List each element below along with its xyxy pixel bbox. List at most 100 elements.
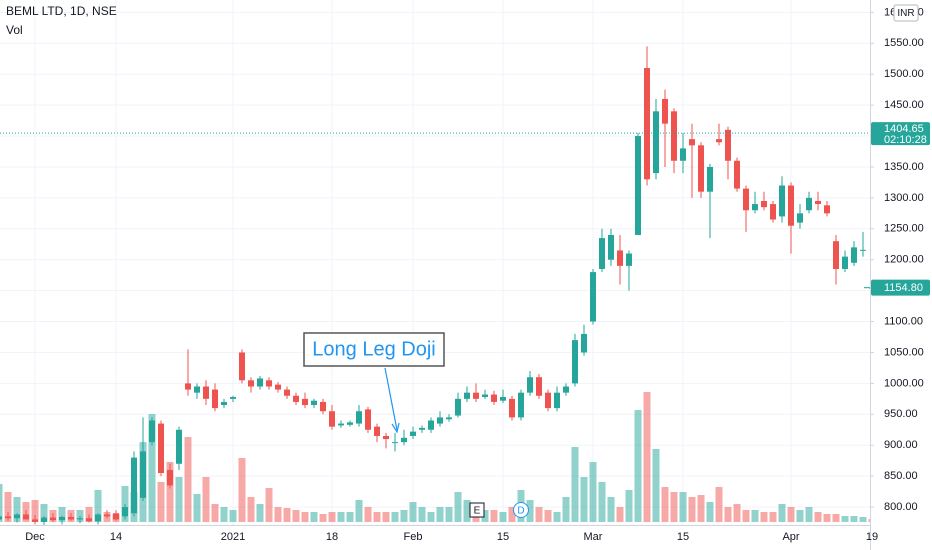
event-earnings-box[interactable] bbox=[469, 502, 485, 518]
y-tick-label: 1000.00 bbox=[884, 377, 924, 389]
volume-bar bbox=[598, 482, 606, 522]
arrow-head bbox=[391, 422, 400, 434]
candle-body bbox=[608, 234, 614, 260]
candle-body bbox=[95, 514, 101, 522]
candle-body bbox=[851, 247, 857, 263]
x-tick-label: 2021 bbox=[221, 531, 245, 543]
candle-body bbox=[518, 392, 524, 418]
volume-bar bbox=[400, 510, 408, 522]
volume-bar bbox=[625, 490, 633, 522]
x-tick-label: 15 bbox=[677, 531, 689, 543]
volume-bar bbox=[409, 502, 417, 522]
countdown: 02:10:28 bbox=[884, 134, 927, 146]
candle-body bbox=[158, 423, 164, 474]
candle-body bbox=[203, 386, 209, 399]
candle-body bbox=[149, 420, 155, 443]
event-dividend[interactable]: D bbox=[517, 506, 524, 517]
volume-bar bbox=[688, 497, 696, 522]
volume-bar bbox=[184, 437, 192, 522]
volume-bar bbox=[211, 504, 219, 522]
candle-body bbox=[275, 384, 281, 390]
volume-bar bbox=[490, 510, 498, 522]
candle-body bbox=[716, 139, 722, 143]
y-tick-label: 1100.00 bbox=[884, 315, 923, 327]
volume-bar bbox=[616, 507, 624, 522]
volume-bar bbox=[346, 512, 354, 522]
candle-body bbox=[41, 517, 47, 522]
volume-bar bbox=[337, 512, 345, 522]
chart-title: BEML LTD, 1D, NSE bbox=[6, 4, 117, 18]
volume-bar bbox=[760, 512, 768, 522]
volume-bar bbox=[274, 507, 282, 522]
axes: 800.00 850.00 900.00 950.00 1000.00 1050.00 11… bbox=[25, 4, 930, 543]
grid bbox=[0, 0, 873, 525]
candle-body bbox=[473, 392, 479, 399]
candle-body bbox=[788, 185, 794, 226]
last-price-box bbox=[871, 279, 930, 296]
volume-bar bbox=[580, 477, 588, 522]
y-tick-label: 1050.00 bbox=[884, 346, 924, 358]
candle-body bbox=[446, 417, 452, 420]
candle-body bbox=[752, 204, 758, 211]
volume-bar bbox=[868, 519, 870, 522]
candle-body bbox=[338, 423, 344, 426]
candle-body bbox=[401, 437, 407, 443]
candle-body bbox=[104, 514, 110, 517]
volume-bar bbox=[778, 504, 786, 522]
candle-body bbox=[392, 442, 398, 444]
volume-bar bbox=[238, 458, 246, 522]
y-tick-label: 1550.00 bbox=[884, 37, 924, 49]
candle-body bbox=[707, 166, 713, 192]
price-line-box bbox=[871, 122, 930, 146]
candle-body bbox=[320, 401, 326, 412]
candle-body bbox=[32, 519, 38, 522]
volume-bar bbox=[193, 494, 201, 522]
volume-bar bbox=[571, 447, 579, 522]
x-tick-label: 14 bbox=[110, 531, 122, 543]
volume-bar bbox=[220, 507, 228, 522]
y-tick-label: 850.00 bbox=[884, 470, 918, 482]
x-tick-label: 18 bbox=[326, 531, 338, 543]
candle-body bbox=[419, 427, 425, 430]
candle-body bbox=[626, 253, 632, 266]
volume-bar bbox=[427, 512, 435, 522]
event-dividend-circle[interactable] bbox=[513, 502, 529, 518]
volume-bar bbox=[670, 492, 678, 522]
y-tick-label: 800.00 bbox=[884, 501, 918, 513]
candle-body bbox=[599, 238, 605, 269]
volume-bar bbox=[445, 507, 453, 522]
candle-body bbox=[536, 377, 542, 396]
volume-bar bbox=[706, 502, 714, 522]
volume-bar bbox=[301, 512, 309, 522]
volume-bar bbox=[589, 462, 597, 522]
candle-body bbox=[653, 111, 659, 174]
volume-bar bbox=[283, 508, 291, 522]
y-tick-label: 1500.00 bbox=[884, 68, 924, 80]
volume-bar bbox=[796, 510, 804, 522]
last-price-label: 1154.80 bbox=[884, 282, 923, 294]
candle-body bbox=[833, 241, 839, 269]
event-earnings[interactable]: E bbox=[474, 506, 481, 517]
candle-body bbox=[806, 197, 812, 211]
time-axis bbox=[0, 525, 870, 550]
candle-body bbox=[293, 395, 299, 402]
volume-bar bbox=[148, 414, 156, 522]
volume-bar bbox=[859, 517, 867, 522]
candle-body bbox=[284, 389, 290, 396]
volume-bar bbox=[805, 507, 813, 522]
candle-body bbox=[122, 507, 128, 517]
y-tick-label: 1300.00 bbox=[884, 192, 924, 204]
candle-body bbox=[374, 426, 380, 436]
candle-body bbox=[734, 160, 740, 189]
candle-body bbox=[302, 398, 308, 406]
candle-body bbox=[680, 148, 686, 161]
volume-bar bbox=[544, 510, 552, 522]
volume-bar bbox=[652, 449, 660, 522]
volume-bar bbox=[31, 500, 39, 522]
candle-body bbox=[239, 352, 245, 381]
volume-bar bbox=[679, 492, 687, 522]
y-tick-label: 1350.00 bbox=[884, 161, 924, 173]
candle-body bbox=[365, 409, 371, 430]
